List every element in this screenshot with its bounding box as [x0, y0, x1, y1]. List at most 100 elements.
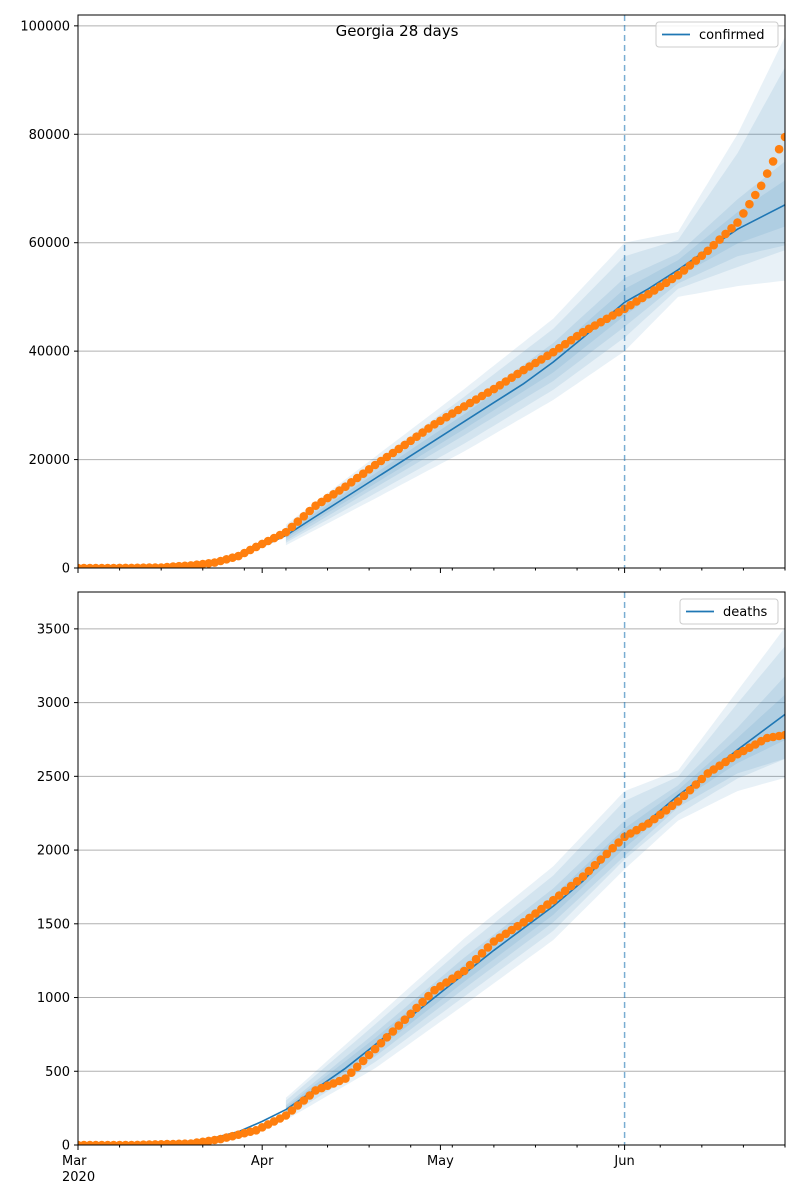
data-point — [590, 860, 600, 870]
data-point — [388, 1027, 398, 1036]
data-point — [537, 904, 546, 914]
data-point — [358, 1056, 368, 1066]
data-point — [412, 1003, 421, 1013]
data-point — [691, 256, 701, 265]
band-50 — [285, 180, 785, 539]
data-point — [364, 465, 374, 474]
data-point — [673, 797, 683, 806]
data-point — [697, 774, 707, 784]
data-point — [745, 199, 754, 209]
data-point — [596, 855, 606, 864]
plot-area — [78, 36, 785, 568]
legend: confirmed — [655, 21, 779, 48]
data-point — [531, 909, 540, 918]
data-point — [780, 132, 785, 142]
data-point — [465, 960, 475, 970]
data-point — [352, 1062, 362, 1072]
confirmed-panel: 0 20000 40000 60000 80000 100000 Georgia 28 da… — [20, 14, 786, 577]
band-75 — [285, 676, 785, 1114]
data-point — [281, 527, 291, 537]
band-90 — [285, 646, 785, 1118]
legend-label: confirmed — [699, 28, 765, 43]
x-tick-label: 2020 — [62, 1170, 95, 1185]
data-point — [679, 266, 689, 275]
data-point — [471, 954, 481, 964]
data-point — [347, 1068, 356, 1077]
data-point — [774, 144, 784, 154]
data-point — [715, 235, 724, 244]
data-point — [299, 512, 309, 521]
data-point — [477, 949, 487, 958]
legend-box — [679, 598, 779, 625]
axes-frame — [77, 591, 786, 1146]
y-tick-label: 60000 — [29, 236, 70, 251]
data-point — [572, 877, 582, 886]
data-point — [406, 1009, 416, 1019]
x-tick-label: Jun — [613, 1154, 634, 1169]
data-point — [412, 432, 421, 442]
data-point — [650, 814, 659, 824]
data-point — [780, 730, 785, 740]
data-point — [376, 1038, 386, 1048]
legend-label: deaths — [723, 605, 768, 620]
data-point — [382, 1033, 392, 1042]
data-point — [608, 843, 617, 853]
y-tick-label: 1000 — [37, 991, 70, 1006]
y-tick-label: 3000 — [37, 696, 70, 711]
data-point — [341, 1074, 350, 1083]
legend-box — [655, 21, 779, 48]
band-97 — [285, 36, 785, 546]
data-point — [352, 473, 362, 483]
data-point — [685, 785, 695, 795]
data-point — [661, 806, 671, 815]
data-point — [519, 918, 528, 927]
legend: deaths — [679, 598, 779, 625]
data-point — [566, 881, 576, 891]
axes-frame — [77, 14, 786, 569]
data-point — [655, 810, 665, 819]
data-point — [400, 1015, 410, 1024]
data-point — [370, 1044, 380, 1054]
data-point — [549, 895, 558, 905]
data-point — [305, 506, 315, 516]
data-point — [424, 424, 433, 433]
data-point — [287, 522, 297, 532]
data-point — [543, 900, 552, 909]
x-tick-label: May — [427, 1154, 454, 1169]
y-tick-label: 0 — [62, 1139, 70, 1154]
data-point — [697, 251, 707, 260]
y-tick-label: 0 — [62, 562, 70, 577]
x-tick-label: Mar — [62, 1154, 87, 1169]
data-point — [424, 991, 433, 1001]
data-point — [560, 886, 570, 896]
data-point — [281, 1111, 291, 1120]
y-tick-label: 80000 — [29, 128, 70, 143]
band-75 — [285, 161, 785, 541]
data-point — [679, 791, 689, 801]
y-tick-label: 2500 — [37, 770, 70, 785]
data-point — [483, 943, 493, 952]
band-50 — [285, 694, 785, 1112]
data-point — [602, 849, 612, 859]
data-point — [739, 209, 748, 218]
data-point — [364, 1050, 374, 1060]
y-tick-label: 500 — [45, 1065, 70, 1080]
y-tick-label: 1500 — [37, 917, 70, 932]
data-point — [703, 246, 713, 256]
data-point — [721, 229, 730, 239]
data-point — [299, 1096, 309, 1105]
data-point — [293, 517, 303, 526]
y-tick-label: 100000 — [20, 19, 70, 34]
data-point — [644, 819, 653, 828]
data-point — [756, 181, 766, 191]
data-point — [287, 1106, 297, 1115]
chart-title: Georgia 28 days — [336, 22, 459, 40]
data-point — [525, 913, 534, 923]
y-tick-label: 2000 — [37, 844, 70, 859]
band-97 — [285, 627, 785, 1120]
data-point — [341, 482, 350, 492]
data-point — [293, 1101, 303, 1110]
data-point — [459, 966, 469, 976]
data-point — [709, 240, 718, 250]
